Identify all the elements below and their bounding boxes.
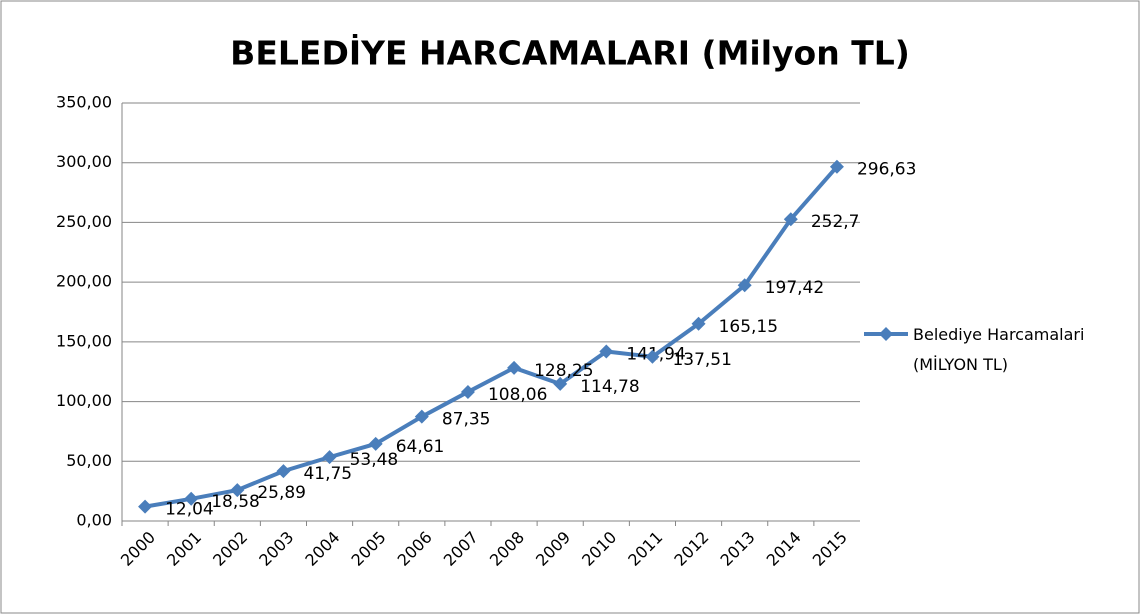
marker: [829, 159, 844, 174]
marker: [691, 316, 706, 331]
data-label: 114,78: [580, 377, 639, 397]
y-tick-label: 200,00: [56, 272, 112, 291]
y-tick-label: 300,00: [56, 152, 112, 171]
marker: [553, 376, 568, 391]
y-tick-label: 250,00: [56, 212, 112, 231]
data-label: 252,7: [811, 212, 860, 232]
data-label: 41,75: [303, 464, 352, 484]
y-tick-label: 350,00: [56, 93, 112, 112]
y-tick-label: 50,00: [66, 451, 112, 470]
marker: [460, 384, 475, 399]
marker: [368, 436, 383, 451]
marker: [783, 212, 798, 227]
data-label: 12,04: [165, 500, 214, 520]
legend-marker: [879, 327, 893, 341]
marker: [230, 483, 245, 498]
marker: [737, 278, 752, 293]
marker: [645, 349, 660, 364]
data-label: 165,15: [719, 317, 778, 337]
y-tick-label: 100,00: [56, 391, 112, 410]
data-label: 108,06: [488, 385, 547, 405]
y-tick-label: 150,00: [56, 331, 112, 350]
line: [144, 165, 839, 509]
marker: [599, 344, 614, 359]
data-label: 197,42: [765, 278, 824, 298]
marker: [138, 499, 153, 514]
data-label: 64,61: [396, 437, 445, 457]
marker: [184, 491, 199, 506]
chart-title: BELEDİYE HARCAMALARI (Milyon TL): [230, 33, 910, 73]
legend-label: Belediye Harcamalari (MİLYON TL): [913, 325, 1085, 374]
data-label: 128,25: [534, 361, 593, 381]
marker: [322, 450, 337, 465]
data-label: 137,51: [672, 350, 731, 370]
data-label: 296,63: [857, 160, 916, 180]
marker: [276, 464, 291, 479]
data-label: 18,58: [211, 492, 260, 512]
data-label: 87,35: [442, 410, 491, 430]
data-label: 25,89: [257, 483, 306, 503]
marker: [414, 409, 429, 424]
data-label: 53,48: [350, 450, 399, 470]
y-tick-label: 0,00: [76, 511, 112, 530]
marker: [507, 360, 522, 375]
